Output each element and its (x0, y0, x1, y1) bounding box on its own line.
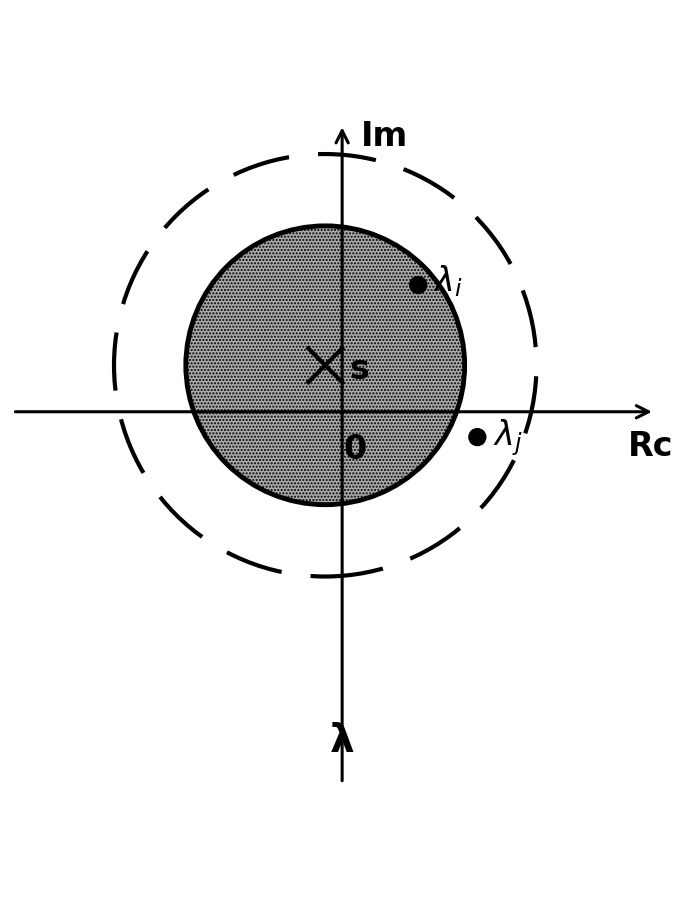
Text: Rc: Rc (628, 430, 673, 463)
Text: $\lambda_j$: $\lambda_j$ (492, 417, 522, 458)
Text: 0: 0 (343, 433, 367, 466)
Circle shape (410, 277, 426, 293)
Text: $\lambda_i$: $\lambda_i$ (433, 263, 463, 299)
Text: Im: Im (360, 120, 408, 153)
Circle shape (469, 429, 486, 446)
Circle shape (186, 226, 464, 505)
Text: λ: λ (330, 722, 354, 760)
Text: s: s (349, 353, 369, 386)
